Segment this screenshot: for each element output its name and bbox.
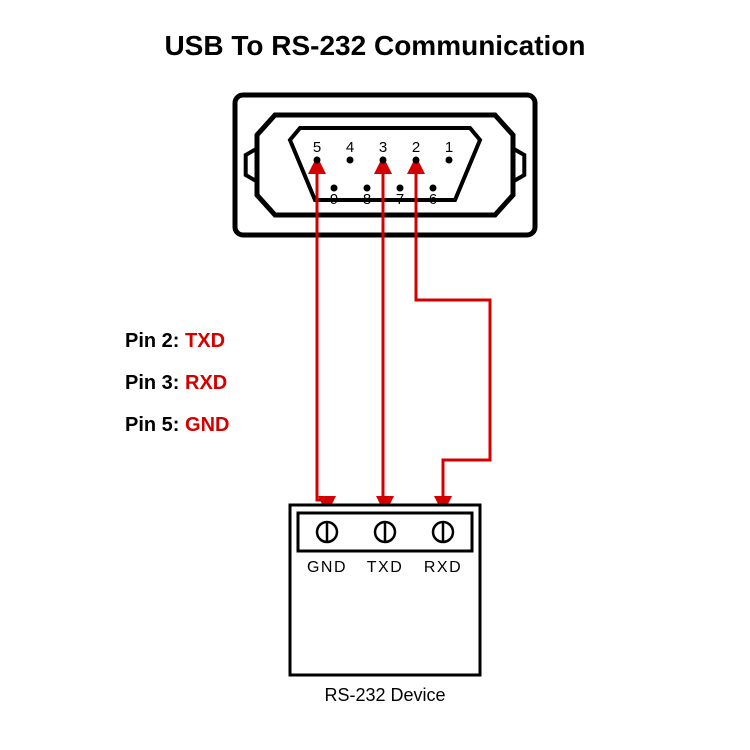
db9-pin-label-6: 6 [429, 191, 437, 208]
db9-pin-label-5: 5 [313, 139, 321, 156]
terminal-label-gnd: GND [307, 559, 347, 576]
db9-pin-3 [380, 157, 387, 164]
db9-pin-1 [446, 157, 453, 164]
terminal-label-txd: TXD [367, 559, 404, 576]
db9-pin-label-2: 2 [412, 139, 420, 156]
db9-pin-4 [347, 157, 354, 164]
db9-pin-5 [314, 157, 321, 164]
terminal-label-rxd: RXD [424, 559, 462, 576]
db9-pin-label-8: 8 [363, 191, 371, 208]
db9-pin-label-4: 4 [346, 139, 354, 156]
db9-pin-2 [413, 157, 420, 164]
db9-pin-label-1: 1 [445, 139, 453, 156]
wiring-diagram: 5 4 3 2 1 9 8 7 6 GND TXD RXD [0, 0, 750, 750]
db9-pin-label-7: 7 [396, 191, 404, 208]
db9-pin-label-3: 3 [379, 139, 387, 156]
db9-pin-label-9: 9 [330, 191, 338, 208]
